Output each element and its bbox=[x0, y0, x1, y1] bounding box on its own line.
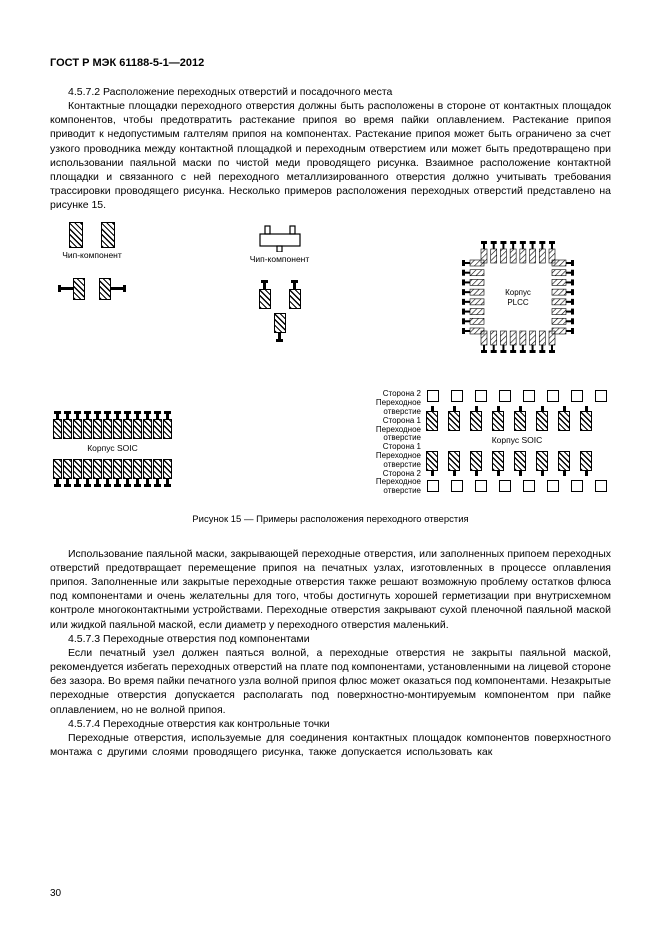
soic-pin bbox=[104, 411, 111, 439]
side-label: Сторона 1 Переходное отверстие bbox=[363, 417, 421, 443]
soic-pin bbox=[164, 411, 171, 439]
soic-pin bbox=[84, 459, 91, 487]
doc-header: ГОСТ Р МЭК 61188-5-1—2012 bbox=[50, 56, 611, 71]
soic-pin bbox=[54, 459, 61, 487]
soic-pin bbox=[144, 459, 151, 487]
soic-pin bbox=[64, 459, 71, 487]
soic-pin bbox=[154, 459, 161, 487]
soic-pin bbox=[164, 459, 171, 487]
soic-pin bbox=[134, 459, 141, 487]
soic-pin bbox=[54, 411, 61, 439]
soic-pad bbox=[427, 406, 437, 431]
figure-caption: Рисунок 15 — Примеры расположения перехо… bbox=[50, 514, 611, 527]
via-outline bbox=[499, 390, 511, 402]
via-outline bbox=[571, 480, 583, 492]
side-label: Сторона 1 Переходное отверстие bbox=[363, 443, 421, 469]
soic-pad bbox=[515, 406, 525, 431]
via-outline bbox=[595, 390, 607, 402]
figure-15: Чип-компонент bbox=[50, 222, 611, 526]
soic-left: Корпус SOIC bbox=[54, 411, 171, 486]
via-outline bbox=[595, 480, 607, 492]
soic-pad bbox=[471, 451, 481, 476]
soic-pin bbox=[124, 459, 131, 487]
soic-pad bbox=[559, 451, 569, 476]
chip-component-2: Чип-компонент bbox=[240, 222, 320, 341]
via-outline bbox=[523, 480, 535, 492]
side-label: Сторона 2 Переходное отверстие bbox=[363, 390, 421, 416]
soic-pin bbox=[144, 411, 151, 439]
soic-pin bbox=[104, 459, 111, 487]
via-outline bbox=[547, 390, 559, 402]
soic-pad bbox=[581, 451, 591, 476]
soic-pin bbox=[94, 411, 101, 439]
soic-pin bbox=[84, 411, 91, 439]
soic-pin bbox=[74, 459, 81, 487]
soic-pad bbox=[493, 406, 503, 431]
soic-pad bbox=[537, 406, 547, 431]
soic-pad bbox=[449, 406, 459, 431]
via-outline bbox=[427, 390, 439, 402]
via-outline bbox=[571, 390, 583, 402]
soic-pin bbox=[124, 411, 131, 439]
soic-pad bbox=[493, 451, 503, 476]
soic-pin bbox=[64, 411, 71, 439]
soic-pad bbox=[559, 406, 569, 431]
soic-pad bbox=[515, 451, 525, 476]
para-1: Контактные площадки переходного отверсти… bbox=[50, 99, 611, 212]
via-outline bbox=[475, 390, 487, 402]
soic-pin bbox=[74, 411, 81, 439]
soic-pin bbox=[134, 411, 141, 439]
svg-text:PLCC: PLCC bbox=[507, 298, 529, 307]
side-label: Сторона 2 Переходное отверстие bbox=[363, 470, 421, 496]
soic-pad bbox=[449, 451, 459, 476]
soic-right: Сторона 2 Переходное отверстиеСторона 1 … bbox=[363, 390, 607, 496]
para-4: Переходные отверстия, используемые для с… bbox=[50, 731, 611, 759]
soic-pin bbox=[154, 411, 161, 439]
soic-pad bbox=[471, 406, 481, 431]
chip-label-2: Чип-компонент bbox=[250, 254, 310, 265]
soic-pad bbox=[427, 451, 437, 476]
via-outline bbox=[475, 480, 487, 492]
soic-pin bbox=[114, 411, 121, 439]
via-outline bbox=[499, 480, 511, 492]
soic-pin bbox=[114, 459, 121, 487]
chip-component-1: Чип-компонент bbox=[58, 222, 126, 299]
via-outline bbox=[451, 480, 463, 492]
soic-left-label: Корпус SOIC bbox=[54, 443, 171, 454]
section-4574-title: 4.5.7.4 Переходные отверстия как контрол… bbox=[50, 717, 611, 731]
para-2: Использование паяльной маски, закрывающе… bbox=[50, 547, 611, 632]
page-number: 30 bbox=[50, 887, 61, 901]
via-outline bbox=[547, 480, 559, 492]
via-outline bbox=[427, 480, 439, 492]
soic-pad bbox=[537, 451, 547, 476]
soic-pad bbox=[581, 406, 591, 431]
section-4573-title: 4.5.7.3 Переходные отверстия под компоне… bbox=[50, 632, 611, 646]
section-4572-title: 4.5.7.2 Расположение переходных отверсти… bbox=[50, 85, 611, 99]
via-outline bbox=[523, 390, 535, 402]
soic-pin bbox=[94, 459, 101, 487]
soic-right-label: Корпус SOIC bbox=[427, 435, 607, 446]
plcc-component: КорпусPLCC bbox=[433, 222, 603, 372]
via-outline bbox=[451, 390, 463, 402]
svg-text:Корпус: Корпус bbox=[505, 288, 531, 297]
chip-label-1: Чип-компонент bbox=[62, 250, 122, 261]
para-3: Если печатный узел должен паяться волной… bbox=[50, 646, 611, 717]
